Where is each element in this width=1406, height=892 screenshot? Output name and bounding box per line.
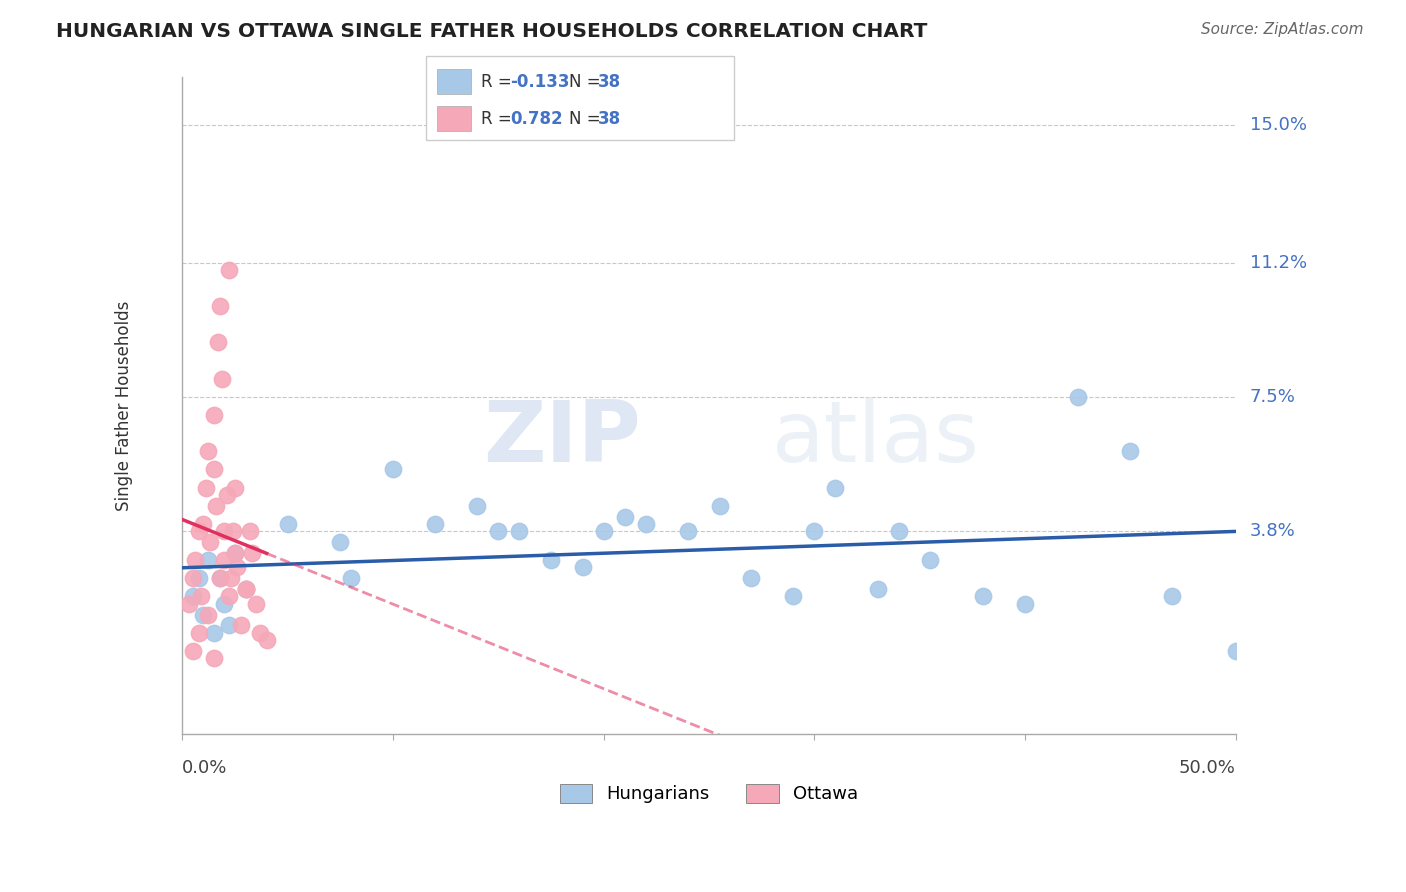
Point	[423, 516, 446, 531]
Legend: Hungarians, Ottawa: Hungarians, Ottawa	[553, 777, 866, 811]
Point	[190, 590, 212, 604]
Point	[1119, 444, 1142, 458]
Point	[209, 571, 232, 585]
Point	[782, 590, 804, 604]
Point	[188, 524, 211, 538]
Point	[214, 524, 236, 538]
Point	[193, 607, 215, 622]
Point	[218, 590, 240, 604]
Point	[613, 509, 636, 524]
Point	[249, 625, 271, 640]
Text: 7.5%: 7.5%	[1250, 388, 1295, 406]
Text: -0.133: -0.133	[510, 73, 569, 91]
Point	[188, 571, 211, 585]
Point	[222, 524, 245, 538]
Point	[231, 618, 253, 632]
Point	[211, 371, 233, 385]
Text: N =: N =	[569, 110, 606, 128]
Point	[188, 625, 211, 640]
Point	[181, 590, 204, 604]
Text: N =: N =	[569, 73, 606, 91]
Point	[205, 499, 228, 513]
Text: 15.0%: 15.0%	[1250, 116, 1306, 134]
Point	[177, 597, 200, 611]
Point	[540, 553, 562, 567]
Point	[184, 553, 207, 567]
Text: ZIP: ZIP	[482, 397, 641, 480]
Point	[181, 571, 204, 585]
Point	[239, 524, 262, 538]
Point	[1014, 597, 1036, 611]
Point	[194, 481, 217, 495]
Point	[202, 408, 225, 422]
Point	[226, 560, 249, 574]
Point	[920, 553, 942, 567]
Point	[181, 644, 204, 658]
Point	[803, 524, 825, 538]
Point	[197, 444, 219, 458]
Point	[235, 582, 257, 596]
Point	[571, 560, 593, 574]
Point	[1225, 644, 1247, 658]
Point	[214, 597, 236, 611]
Text: 0.782: 0.782	[510, 110, 562, 128]
Point	[198, 535, 221, 549]
Text: 38: 38	[598, 110, 620, 128]
Point	[224, 481, 246, 495]
Text: 3.8%: 3.8%	[1250, 522, 1295, 540]
Text: R =: R =	[481, 73, 517, 91]
Point	[508, 524, 530, 538]
Point	[202, 462, 225, 476]
Point	[465, 499, 488, 513]
Text: 38: 38	[598, 73, 620, 91]
Point	[634, 516, 657, 531]
Point	[215, 488, 238, 502]
Point	[740, 571, 762, 585]
Point	[329, 535, 352, 549]
Point	[486, 524, 509, 538]
Text: 11.2%: 11.2%	[1250, 253, 1306, 271]
Point	[207, 335, 229, 350]
Point	[240, 546, 263, 560]
Point	[887, 524, 910, 538]
Point	[209, 571, 232, 585]
Point	[197, 607, 219, 622]
Point	[340, 571, 363, 585]
Point	[218, 262, 240, 277]
Point	[592, 524, 614, 538]
Point	[824, 481, 846, 495]
Point	[224, 546, 246, 560]
Point	[235, 582, 257, 596]
Text: Source: ZipAtlas.com: Source: ZipAtlas.com	[1201, 22, 1364, 37]
Text: Single Father Households: Single Father Households	[115, 301, 134, 511]
Point	[219, 571, 242, 585]
Point	[245, 597, 267, 611]
Point	[214, 553, 236, 567]
Point	[218, 618, 240, 632]
Text: HUNGARIAN VS OTTAWA SINGLE FATHER HOUSEHOLDS CORRELATION CHART: HUNGARIAN VS OTTAWA SINGLE FATHER HOUSEH…	[56, 22, 928, 41]
Point	[209, 299, 232, 313]
Point	[193, 516, 215, 531]
Point	[202, 651, 225, 665]
Point	[256, 632, 278, 647]
Point	[202, 625, 225, 640]
Text: 50.0%: 50.0%	[1178, 759, 1236, 777]
Point	[866, 582, 889, 596]
Point	[224, 546, 246, 560]
Point	[277, 516, 299, 531]
Point	[382, 462, 405, 476]
Text: atlas: atlas	[772, 397, 980, 480]
Point	[1066, 390, 1088, 404]
Point	[197, 553, 219, 567]
Point	[1161, 590, 1184, 604]
Point	[972, 590, 994, 604]
Text: 0.0%: 0.0%	[183, 759, 228, 777]
Point	[676, 524, 699, 538]
Point	[709, 499, 731, 513]
Text: R =: R =	[481, 110, 517, 128]
Point	[235, 582, 257, 596]
